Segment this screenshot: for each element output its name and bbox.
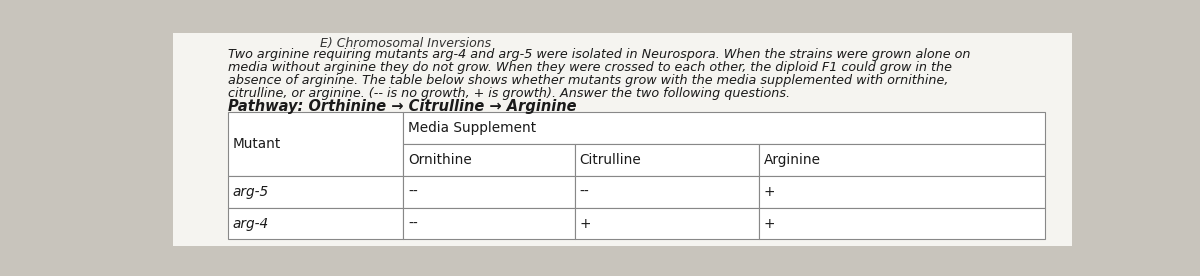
Bar: [575, 176, 758, 208]
Text: +: +: [580, 217, 592, 231]
Text: E) Chromosomal Inversions: E) Chromosomal Inversions: [320, 37, 492, 50]
Bar: [403, 144, 575, 176]
Text: absence of arginine. The table below shows whether mutants grow with the media s: absence of arginine. The table below sho…: [228, 74, 948, 87]
Bar: [575, 144, 758, 176]
Text: arg-4: arg-4: [232, 217, 269, 231]
Bar: [575, 208, 758, 240]
Text: +: +: [763, 185, 775, 199]
Text: --: --: [408, 185, 418, 199]
Text: --: --: [408, 217, 418, 231]
Bar: [758, 176, 1045, 208]
Bar: [403, 176, 575, 208]
Text: Media Supplement: Media Supplement: [408, 121, 536, 135]
Text: arg-5: arg-5: [232, 185, 269, 199]
Text: Mutant: Mutant: [232, 137, 281, 151]
Bar: [758, 144, 1045, 176]
Bar: [228, 176, 403, 208]
Text: Arginine: Arginine: [763, 153, 821, 167]
Text: Citrulline: Citrulline: [580, 153, 641, 167]
Text: Ornithine: Ornithine: [408, 153, 472, 167]
Text: +: +: [763, 217, 775, 231]
Text: citrulline, or arginine. (-- is no growth, + is growth). Answer the two followin: citrulline, or arginine. (-- is no growt…: [228, 87, 790, 100]
Text: Two arginine requiring mutants arg-4 and arg-5 were isolated in Neurospora. When: Two arginine requiring mutants arg-4 and…: [228, 48, 970, 61]
Text: media without arginine they do not grow. When they were crossed to each other, t: media without arginine they do not grow.…: [228, 61, 952, 74]
Bar: [758, 208, 1045, 240]
Bar: [403, 208, 575, 240]
Bar: [403, 112, 1045, 144]
Text: --: --: [580, 185, 589, 199]
Bar: [228, 208, 403, 240]
Bar: [228, 112, 403, 176]
Text: Pathway: Orthinine → Citrulline → Arginine: Pathway: Orthinine → Citrulline → Argini…: [228, 99, 576, 113]
